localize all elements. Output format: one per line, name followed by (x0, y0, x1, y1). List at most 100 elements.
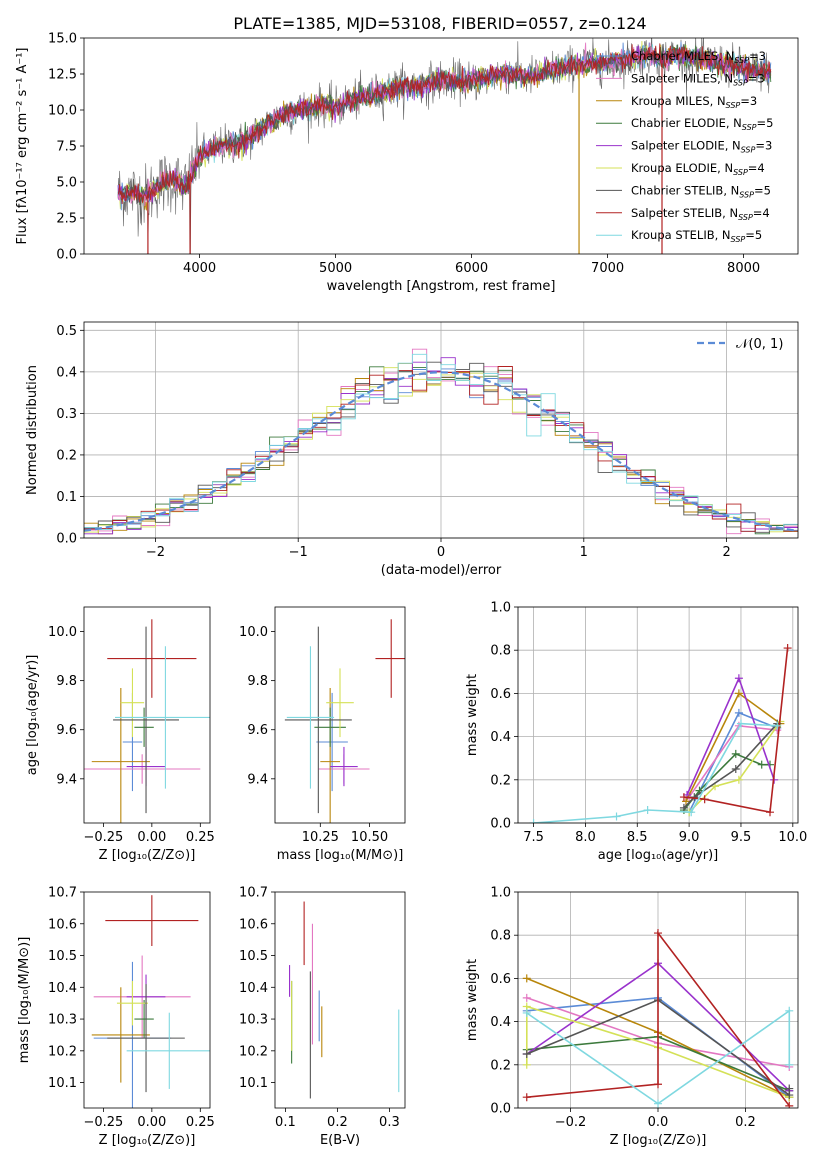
x-axis-label: Z [log₁₀(Z/Z⊙)] (610, 1133, 707, 1148)
x-axis-label: mass [log₁₀(M/M⊙)] (277, 848, 404, 863)
weight-point-marker (734, 689, 743, 698)
x-tick-label: 0.00 (137, 1115, 166, 1130)
legend-entry: Chabrier ELODIE, NSSP=5 (631, 116, 773, 132)
x-tick-label: 0.2 (735, 1115, 756, 1130)
weight-point-marker (736, 719, 745, 728)
x-tick-label: 8.0 (575, 830, 596, 845)
axes-frame (83, 891, 211, 1109)
weight-point-marker (654, 1080, 662, 1089)
chart-mass-vs-Z: −0.25 0.00 0.25 10.1 10.2 10.3 10.4 10.5 10.6 10.… (17, 886, 215, 1149)
weight-point-marker (654, 1099, 662, 1108)
y-tick-label: 9.6 (247, 723, 268, 738)
weight-point-marker (785, 1084, 794, 1093)
weight-point-marker (757, 760, 766, 769)
x-tick-label: 0.1 (275, 1115, 296, 1130)
y-tick-label: 10.3 (239, 1013, 268, 1028)
x-tick-label: −0.25 (83, 830, 123, 845)
axes-frame (83, 321, 799, 539)
x-tick-label: 0.00 (137, 830, 166, 845)
legend-entry: Chabrier MILES, NSSP=3 (631, 49, 766, 65)
y-axis-label: age [log₁₀(age/yr)] (25, 655, 40, 776)
x-tick-label: 0.25 (186, 1115, 215, 1130)
y-tick-label: 0.0 (490, 817, 511, 832)
chart-weight-vs-Z: −0.2 0.0 0.2 0.0 0.2 0.4 0.6 0.8 1.0 Z [log₁₀(Z/Z… (465, 886, 799, 1148)
axes-frame (83, 606, 211, 824)
y-tick-label: 9.8 (56, 674, 77, 689)
x-axis-label: age [log₁₀(age/yr)] (598, 848, 719, 863)
spectrum-legend: Chabrier MILES, NSSP=3 Salpeter MILES, NS… (596, 49, 773, 244)
weight-point-marker (612, 812, 621, 821)
y-tick-label: 10.2 (48, 1044, 77, 1059)
x-tick-label: 6000 (455, 261, 488, 276)
x-tick-label: 10.0 (778, 830, 807, 845)
y-tick-label: 1.0 (490, 886, 511, 901)
y-tick-label: 10.0 (48, 625, 77, 640)
y-tick-label: 10.4 (48, 981, 77, 996)
plot-area (91, 895, 210, 1108)
legend-entry: Kroupa STELIB, NSSP=5 (631, 228, 762, 244)
x-tick-label: 0.25 (186, 830, 215, 845)
y-tick-label: 0.4 (56, 365, 77, 380)
chart-mass-vs-EBV: 0.1 0.2 0.3 10.1 10.2 10.3 10.4 10.5 10.6 10.7 E(B… (239, 886, 406, 1148)
weight-series-line (533, 722, 778, 823)
weight-point-marker (682, 797, 690, 806)
y-tick-label: 2.5 (56, 212, 77, 227)
weight-point-marker (734, 674, 743, 683)
chart-spectrum: 4000 5000 6000 7000 8000 0.0 2.5 5.0 7.5 10.0 12.5… (15, 32, 799, 294)
weight-point-marker (679, 793, 688, 802)
y-tick-label: 10.3 (48, 1013, 77, 1028)
weight-point-marker (785, 1060, 794, 1069)
y-tick-label: 0.0 (56, 248, 77, 263)
weight-point-marker (522, 1060, 531, 1069)
plot-area (289, 901, 400, 1099)
y-tick-label: 9.4 (247, 772, 268, 787)
y-tick-label: 10.0 (239, 625, 268, 640)
x-tick-label: 0.3 (379, 1115, 400, 1130)
weight-series-line (683, 647, 789, 814)
normal-curve (84, 371, 798, 532)
x-tick-label: 0 (437, 545, 445, 560)
weight-point-marker (643, 806, 652, 815)
legend-entry: Chabrier STELIB, NSSP=5 (631, 183, 771, 199)
axes-frame (83, 37, 799, 255)
y-tick-label: 1.0 (490, 601, 511, 616)
x-tick-label: 1 (580, 545, 588, 560)
y-axis-label: Flux [fλ10⁻¹⁷ erg cm⁻² s⁻¹ A⁻¹] (15, 48, 30, 245)
legend-entry: Kroupa ELODIE, NSSP=4 (631, 161, 765, 177)
y-tick-label: 0.4 (490, 1015, 511, 1030)
chart-age-vs-Z: −0.25 0.00 0.25 9.4 9.6 9.8 10.0 Z [log₁₀(Z/Z⊙)… (25, 606, 215, 863)
plot-area (522, 929, 794, 1108)
figure-title: PLATE=1385, MJD=53108, FIBERID=0557, z=0… (233, 14, 646, 33)
x-tick-label: 2 (722, 545, 730, 560)
y-tick-label: 10.5 (239, 949, 268, 964)
y-tick-label: 10.5 (48, 949, 77, 964)
y-tick-label: 10.6 (48, 917, 77, 932)
weight-point-marker (522, 974, 531, 983)
y-tick-label: 12.5 (48, 68, 77, 83)
x-tick-label: −0.2 (555, 1115, 587, 1130)
histogram-series (84, 367, 798, 533)
y-axis-label: mass [log₁₀(M/M⊙)] (17, 937, 32, 1064)
histogram-series (84, 357, 798, 535)
weight-point-marker (785, 1101, 794, 1108)
weight-point-marker (522, 1008, 531, 1017)
weight-point-marker (522, 1050, 531, 1058)
x-tick-label: 9.5 (731, 830, 752, 845)
weight-point-marker (522, 993, 531, 1002)
weight-series-line (526, 1009, 791, 1105)
weight-point-marker (731, 749, 740, 758)
y-tick-label: 0.2 (490, 773, 511, 788)
plot-area (84, 348, 798, 535)
weight-point-marker (766, 808, 774, 817)
x-tick-label: 8000 (727, 261, 760, 276)
x-tick-label: −0.25 (83, 1115, 123, 1130)
legend-entry: Salpeter ELODIE, NSSP=3 (631, 139, 772, 155)
chart-age-vs-mass: 10.25 10.50 9.4 9.6 9.8 10.0 mass [log₁₀(M/M⊙)… (239, 606, 406, 863)
y-tick-label: 0.8 (490, 644, 511, 659)
legend-entry: 𝒩(0, 1) (736, 337, 783, 352)
y-tick-label: 5.0 (56, 176, 77, 191)
weight-point-marker (687, 808, 696, 817)
x-tick-label: 8.5 (627, 830, 648, 845)
axes-frame (517, 891, 799, 1109)
x-tick-label: 7.5 (523, 830, 544, 845)
